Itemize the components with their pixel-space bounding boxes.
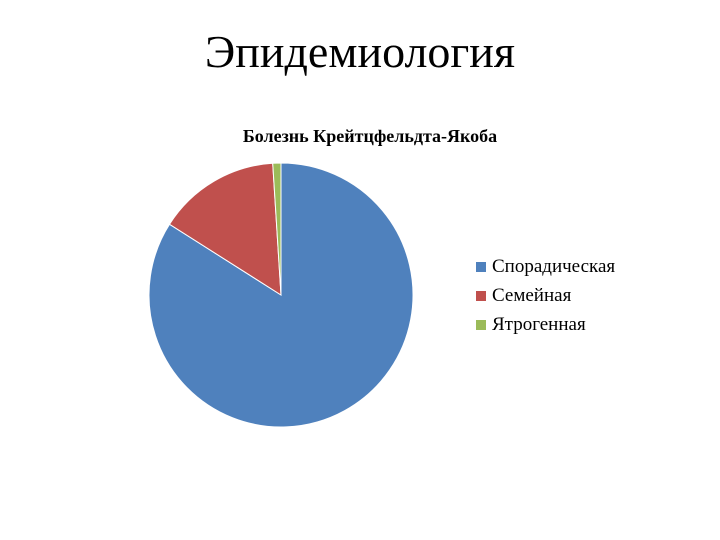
pie-slice-1 bbox=[148, 162, 414, 428]
legend-label: Семейная bbox=[492, 285, 572, 306]
chart-legend: Спорадическая Семейная Ятрогенная bbox=[476, 252, 615, 339]
legend-swatch bbox=[476, 319, 486, 330]
legend-item: Ятрогенная bbox=[476, 310, 615, 339]
slide-title: Эпидемиология bbox=[204, 26, 516, 77]
legend-item: Семейная bbox=[476, 281, 615, 310]
legend-swatch bbox=[476, 290, 486, 301]
pie-slice-2 bbox=[168, 162, 282, 296]
pie-slice-3 bbox=[272, 162, 282, 296]
legend-label: Спорадическая bbox=[492, 256, 616, 277]
legend-label: Ятрогенная bbox=[492, 314, 586, 335]
legend-swatch bbox=[476, 261, 486, 272]
legend-item: Спорадическая bbox=[476, 252, 615, 281]
chart-title: Болезнь Крейтцфельдта-Якоба bbox=[242, 126, 498, 146]
